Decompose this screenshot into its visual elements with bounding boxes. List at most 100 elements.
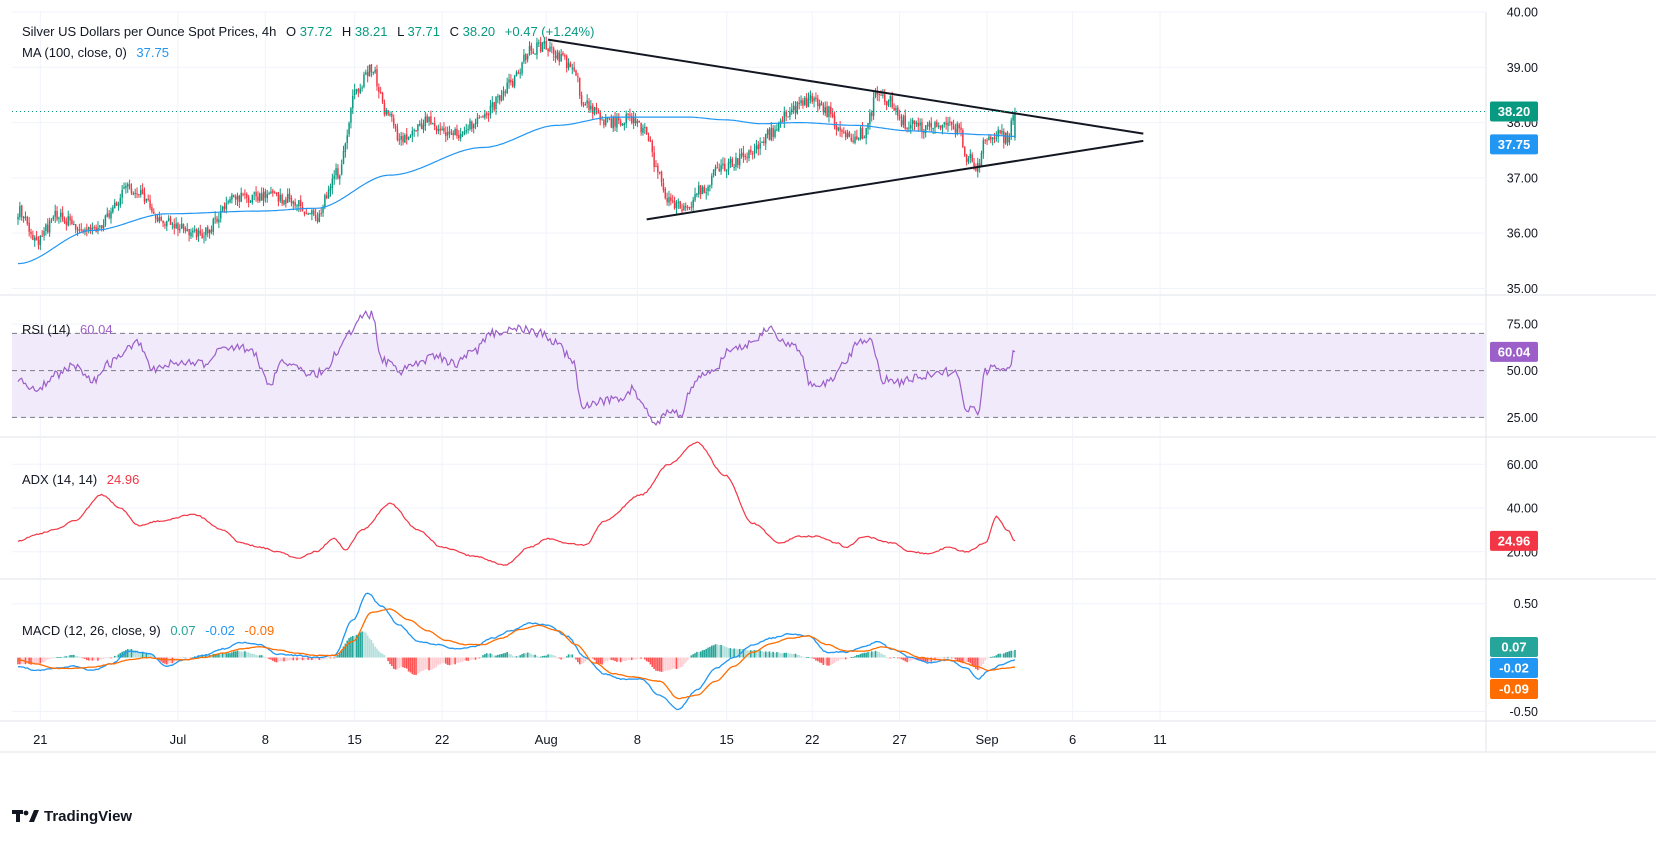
candle-body	[342, 151, 345, 165]
macd-hist-bar	[402, 657, 404, 668]
candle-body	[471, 121, 473, 129]
macd-hist-bar	[774, 652, 776, 658]
macd-hist-bar	[275, 657, 278, 663]
candle-body	[887, 100, 890, 106]
macd-hist-bar	[552, 655, 555, 658]
macd-hist-bar	[545, 655, 548, 658]
candle-body	[671, 200, 674, 202]
candle-body	[748, 150, 750, 159]
macd-hist-bar	[807, 657, 810, 659]
macd-hist-bar	[190, 657, 192, 659]
macd-hist-bar	[335, 656, 337, 658]
candle-body	[835, 125, 838, 130]
candle-body	[1008, 137, 1011, 143]
candle-body	[884, 94, 886, 102]
macd-hist-bar	[346, 640, 349, 658]
x-tick-label: 27	[892, 732, 906, 747]
candle-body	[936, 122, 938, 127]
tradingview-logo[interactable]: TradingView	[12, 804, 132, 828]
candle-body	[770, 127, 773, 140]
candle-body	[24, 216, 27, 218]
macd-hist-bar	[764, 651, 767, 658]
macd-hist-bar	[571, 654, 574, 658]
candle-body	[787, 116, 789, 118]
adx-legend-label: ADX (14, 14)	[22, 472, 97, 487]
candle-body	[861, 127, 864, 139]
macd-hist-bar	[381, 653, 384, 658]
candle-body	[404, 135, 406, 143]
macd-hist-bar	[809, 657, 812, 659]
candle-body	[359, 88, 361, 93]
macd-hist-bar	[461, 657, 464, 662]
macd-hist-bar	[854, 656, 856, 658]
candle-body	[100, 225, 103, 229]
macd-hist-bar	[744, 649, 747, 658]
candle-body	[236, 195, 239, 200]
candle-body	[772, 128, 774, 137]
candle-body	[632, 117, 635, 124]
rsi-line	[17, 309, 1016, 426]
trendline-upper[interactable]	[547, 38, 1144, 135]
macd-hist-bar	[573, 657, 575, 659]
candle-body	[712, 169, 715, 176]
candle-body	[54, 210, 56, 217]
macd-hist-bar	[478, 657, 481, 659]
candle-body	[76, 229, 79, 231]
candle-body	[350, 108, 352, 123]
candle-body	[911, 120, 914, 125]
candle-body	[999, 130, 1001, 134]
candle-body	[309, 213, 311, 215]
candle-body	[716, 167, 719, 169]
macd-hist-bar	[971, 657, 973, 666]
macd-hist-bar	[898, 657, 901, 659]
candle-body	[242, 193, 244, 195]
candle-body	[817, 98, 819, 107]
macd-hist-bar	[779, 653, 782, 658]
macd-hist-bar	[179, 657, 181, 659]
ohlc-open-label: O	[286, 24, 296, 39]
candle-body	[190, 232, 192, 237]
macd-hist-bar	[735, 648, 737, 658]
macd-hist-bar	[751, 650, 754, 658]
candle-body	[20, 205, 23, 218]
macd-hist-bar	[296, 657, 298, 661]
candle-body	[115, 202, 118, 206]
candle-body	[874, 91, 877, 97]
candle-body	[48, 220, 51, 233]
candle-body	[484, 113, 486, 118]
candle-body	[605, 117, 607, 125]
trendline-lower[interactable]	[646, 139, 1144, 221]
candle-body	[673, 200, 676, 209]
candle-body	[73, 223, 75, 225]
macd-hist-bar	[882, 654, 884, 658]
candle-body	[848, 132, 851, 137]
macd-hist-bar	[443, 657, 445, 664]
candle-body	[140, 190, 142, 196]
candle-body	[870, 112, 873, 116]
candle-body	[372, 72, 375, 74]
candle-body	[160, 217, 162, 221]
candle-body	[132, 193, 135, 195]
macd-hist-bar	[969, 657, 972, 664]
candle-body	[63, 219, 66, 223]
candle-body	[768, 129, 771, 141]
candle-body	[971, 154, 973, 162]
y-tick-label: 25.00	[1507, 411, 1538, 425]
candle-body	[461, 134, 464, 136]
macd-hist-bar	[515, 656, 518, 658]
candle-body	[30, 231, 32, 235]
candle-body	[794, 106, 797, 113]
candle-body	[618, 117, 620, 121]
price-tag-layer: 38.20 37.75 60.04 24.96 0.07 -0.02 -0.09	[1490, 101, 1538, 699]
candle-body	[223, 206, 226, 209]
macd-hist-bar	[169, 657, 172, 664]
candle-body	[1001, 130, 1003, 134]
candle-body	[677, 201, 680, 203]
macd-hist-bar	[950, 657, 953, 659]
candle-body	[720, 165, 722, 172]
macd-hist-bar	[33, 657, 36, 665]
candle-body	[238, 195, 241, 202]
candle-body	[792, 105, 795, 110]
macd-hist-bar	[967, 657, 970, 663]
